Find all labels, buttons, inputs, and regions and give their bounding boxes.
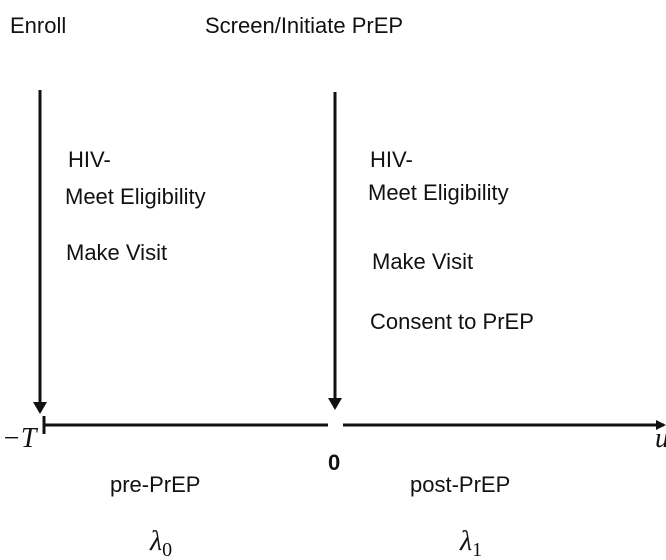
criterion: Consent to PrEP — [370, 309, 534, 334]
start-label: −T — [2, 423, 39, 454]
criterion: Make Visit — [66, 240, 167, 265]
zero-label: 0 — [328, 450, 340, 475]
end-label: u — [655, 423, 666, 454]
criterion: Meet Eligibility — [368, 180, 509, 205]
period-name: post-PrEP — [410, 472, 510, 497]
rate-label: λ1 — [459, 526, 482, 560]
rate-label: λ0 — [149, 526, 172, 560]
enroll-label: Enroll — [10, 13, 66, 38]
rate-subscript: 1 — [472, 539, 482, 560]
criterion: HIV- — [370, 147, 413, 172]
criterion: HIV- — [68, 147, 111, 172]
criterion: Make Visit — [372, 249, 473, 274]
screen-label: Screen/Initiate PrEP — [205, 13, 403, 38]
rate-subscript: 0 — [162, 539, 172, 560]
rate-symbol: λ — [149, 526, 162, 557]
period-name: pre-PrEP — [110, 472, 200, 497]
criterion: Meet Eligibility — [65, 184, 206, 209]
rate-symbol: λ — [459, 526, 472, 557]
